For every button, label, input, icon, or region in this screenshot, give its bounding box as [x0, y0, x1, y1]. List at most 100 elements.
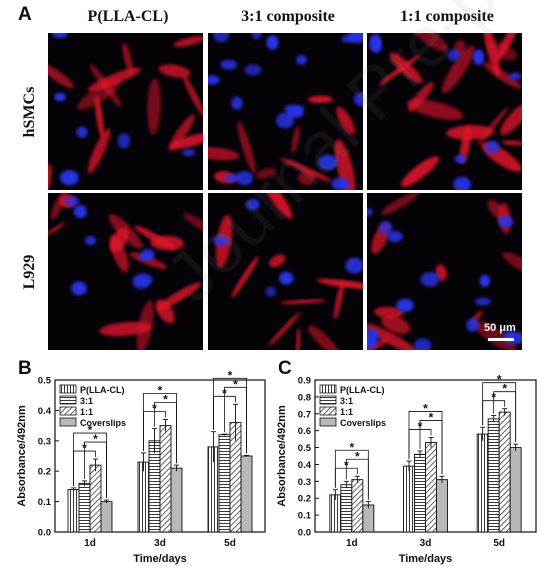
- bar: [100, 501, 113, 533]
- bar: [89, 464, 102, 533]
- x-tick-label: 3d: [420, 538, 432, 549]
- legend-label: Coverslips: [80, 418, 126, 428]
- bar: [414, 453, 426, 533]
- y-tick-label: 0.8: [298, 392, 311, 403]
- scale-bar-line: [488, 338, 514, 341]
- significance-star: *: [502, 382, 507, 396]
- bar: [148, 440, 161, 533]
- legend-swatch: [59, 406, 77, 416]
- y-tick-label: 0.6: [298, 426, 311, 437]
- significance-star: *: [429, 410, 434, 424]
- significance-star: *: [233, 377, 238, 391]
- micrograph-l929-1-1: [367, 193, 522, 350]
- x-tick-label: 1d: [84, 538, 96, 549]
- y-tick-label: 0.2: [38, 467, 51, 478]
- legend-swatch: [319, 417, 337, 427]
- y-tick-label: 0.5: [298, 443, 312, 454]
- bar: [351, 479, 364, 533]
- bar: [425, 442, 437, 533]
- y-tick-label: 0.1: [38, 497, 52, 508]
- bar: [67, 488, 80, 533]
- legend-swatch: [59, 384, 77, 394]
- legend-label: 1:1: [80, 407, 93, 417]
- row-label-l929: L929: [21, 254, 38, 290]
- x-tick-label: 5d: [493, 538, 505, 549]
- legend-swatch: [319, 406, 337, 416]
- chart-b: 0.0 0.1 0.2 0.3 0.4 0.5 Absorbance/492nm 1d 3d 5d…: [16, 368, 266, 565]
- y-tick-label: 0.7: [298, 409, 311, 420]
- column-label-3-1: 3:1 composite: [241, 8, 335, 25]
- significance-star: *: [93, 432, 98, 446]
- legend-swatch: [59, 417, 77, 427]
- y-tick-label: 0.2: [298, 494, 311, 505]
- bar: [170, 467, 183, 533]
- y-tick-label: 0.5: [38, 376, 52, 387]
- bar: [218, 434, 231, 533]
- significance-star: *: [163, 393, 168, 407]
- micrograph-hsmcs-1-1: [367, 33, 522, 190]
- significance-bracket: [213, 377, 247, 454]
- micrograph-l929-3-1: [208, 193, 363, 350]
- chart-c: 0.0 0.1 0.2 0.3 0.4 0.5 0.6 0.7 0.8 0.9 Absorbance…: [276, 373, 537, 565]
- bar: [498, 411, 511, 533]
- x-axis-label: Time/days: [133, 553, 187, 565]
- bar: [137, 461, 150, 533]
- legend-swatch: [319, 395, 337, 405]
- y-tick-label: 0.4: [298, 460, 312, 471]
- significance-star: *: [349, 440, 354, 454]
- bar: [436, 479, 448, 533]
- bar: [78, 482, 91, 533]
- bar: [240, 455, 253, 533]
- y-tick-label: 0.1: [298, 511, 312, 522]
- y-tick-label: 0.3: [298, 477, 311, 488]
- significance-bracket: [408, 411, 443, 475]
- legend-label: 1:1: [340, 407, 353, 417]
- y-tick-label: 0.9: [298, 376, 311, 387]
- y-tick-label: 0.3: [38, 436, 51, 447]
- legend-swatch: [59, 395, 77, 405]
- micrograph-l929-pllacl: [48, 193, 203, 350]
- significance-star: *: [88, 423, 93, 437]
- y-tick-label: 0.4: [38, 406, 52, 417]
- row-label-hsmcs: hSMCs: [21, 86, 38, 138]
- bar: [362, 504, 375, 533]
- bar: [403, 465, 415, 533]
- micrograph-hsmcs-3-1: [208, 33, 363, 190]
- y-tick-label: 0.0: [38, 528, 51, 539]
- y-tick-label: 0.0: [298, 528, 311, 539]
- significance-star: *: [355, 449, 360, 463]
- legend-label: Coverslips: [340, 418, 386, 428]
- column-label-pllacl: P(LLA-CL): [87, 8, 169, 25]
- significance-star: *: [158, 384, 163, 398]
- significance-star: *: [423, 401, 428, 415]
- micrograph-hsmcs-pllacl: [48, 33, 203, 190]
- legend-label: 3:1: [340, 396, 353, 406]
- panel-a-letter: A: [18, 4, 32, 25]
- bar: [476, 433, 489, 533]
- significance-star: *: [228, 368, 233, 382]
- bar: [329, 494, 342, 533]
- significance-bracket: [482, 382, 517, 443]
- x-tick-label: 3d: [154, 538, 166, 549]
- y-axis-label: Absorbance/492nm: [16, 405, 28, 507]
- legend-swatch: [319, 384, 337, 394]
- bar: [340, 484, 353, 533]
- y-axis-label: Absorbance/492nm: [276, 405, 288, 507]
- bar: [159, 425, 172, 533]
- legend-label: P(LLA-CL): [80, 385, 125, 395]
- x-tick-label: 5d: [224, 538, 236, 549]
- x-axis-label: Time/days: [399, 553, 453, 565]
- scale-bar-label: 50 μm: [484, 322, 516, 334]
- legend-label: P(LLA-CL): [340, 385, 385, 395]
- x-tick-label: 1d: [346, 538, 358, 549]
- panel-c-letter: C: [278, 358, 292, 379]
- column-label-1-1: 1:1 composite: [400, 8, 494, 25]
- legend-label: 3:1: [80, 396, 93, 406]
- panel-b-letter: B: [18, 358, 32, 379]
- significance-bracket: [143, 393, 177, 464]
- significance-bracket: [334, 449, 369, 500]
- significance-star: *: [497, 373, 502, 387]
- bar: [487, 418, 500, 533]
- significance-bracket: [73, 432, 107, 499]
- bar: [509, 447, 522, 533]
